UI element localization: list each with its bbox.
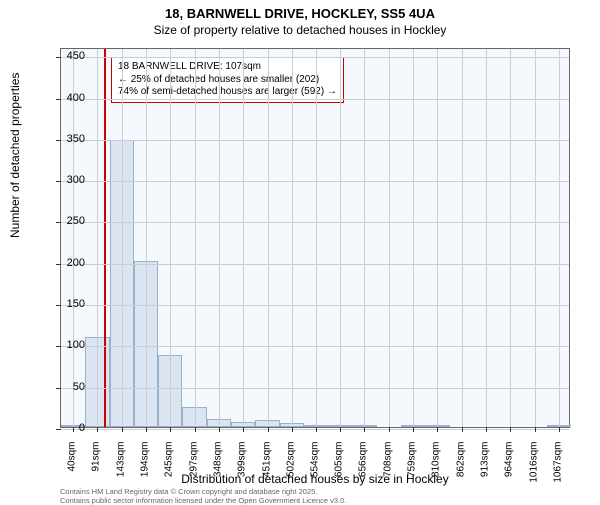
credits-line2: Contains public sector information licen… — [60, 497, 346, 505]
y-tick-label: 150 — [45, 298, 85, 310]
x-tick — [195, 427, 196, 432]
y-tick-label: 0 — [45, 422, 85, 434]
gridline-v — [510, 49, 511, 427]
title-line2: Size of property relative to detached ho… — [0, 21, 600, 37]
x-tick — [462, 427, 463, 432]
y-tick-label: 300 — [45, 174, 85, 186]
x-tick-label: 91sqm — [91, 442, 102, 492]
x-tick-label: 862sqm — [455, 442, 466, 492]
gridline-v — [364, 49, 365, 427]
annotation-line3: 74% of semi-detached houses are larger (… — [118, 86, 337, 99]
gridline-h — [61, 346, 569, 347]
gridline-v — [462, 49, 463, 427]
title-line1: 18, BARNWELL DRIVE, HOCKLEY, SS5 4UA — [0, 0, 600, 21]
x-tick — [389, 427, 390, 432]
gridline-v — [243, 49, 244, 427]
x-tick-label: 143sqm — [115, 442, 126, 492]
x-tick-label: 605sqm — [334, 442, 345, 492]
gridline-v — [195, 49, 196, 427]
x-tick — [340, 427, 341, 432]
x-tick — [316, 427, 317, 432]
x-tick-label: 810sqm — [431, 442, 442, 492]
bars-layer — [61, 49, 569, 427]
gridline-v — [486, 49, 487, 427]
x-tick-label: 399sqm — [236, 442, 247, 492]
gridline-v — [316, 49, 317, 427]
x-tick-label: 348sqm — [212, 442, 223, 492]
y-tick-label: 450 — [45, 50, 85, 62]
x-tick-label: 194sqm — [140, 442, 151, 492]
x-tick-label: 40sqm — [67, 442, 78, 492]
y-tick-label: 50 — [45, 381, 85, 393]
annotation-line2: ← 25% of detached houses are smaller (20… — [118, 74, 337, 87]
gridline-v — [559, 49, 560, 427]
x-tick-label: 964sqm — [504, 442, 515, 492]
x-tick-label: 1067sqm — [552, 442, 563, 492]
y-tick-label: 200 — [45, 257, 85, 269]
x-tick — [292, 427, 293, 432]
gridline-v — [535, 49, 536, 427]
x-tick-label: 297sqm — [188, 442, 199, 492]
x-tick — [413, 427, 414, 432]
x-tick — [146, 427, 147, 432]
x-tick — [559, 427, 560, 432]
gridline-v — [292, 49, 293, 427]
histogram-chart: 18 BARNWELL DRIVE: 107sqm ← 25% of detac… — [60, 48, 570, 428]
x-tick-label: 708sqm — [383, 442, 394, 492]
gridline-h — [61, 305, 569, 306]
x-tick — [535, 427, 536, 432]
x-tick — [97, 427, 98, 432]
y-tick-label: 400 — [45, 92, 85, 104]
x-tick — [243, 427, 244, 432]
gridline-v — [413, 49, 414, 427]
reference-line — [104, 49, 106, 427]
credits: Contains HM Land Registry data © Crown c… — [60, 488, 346, 505]
gridline-h — [61, 181, 569, 182]
x-tick-label: 913sqm — [479, 442, 490, 492]
x-tick — [122, 427, 123, 432]
x-tick-label: 502sqm — [285, 442, 296, 492]
gridline-v — [122, 49, 123, 427]
x-tick — [364, 427, 365, 432]
gridline-v — [340, 49, 341, 427]
gridline-v — [170, 49, 171, 427]
gridline-h — [61, 140, 569, 141]
gridline-h — [61, 99, 569, 100]
y-axis-title: Number of detached properties — [8, 73, 22, 238]
plot-area: 18 BARNWELL DRIVE: 107sqm ← 25% of detac… — [60, 48, 570, 428]
gridline-h — [61, 429, 569, 430]
x-tick — [170, 427, 171, 432]
x-tick — [510, 427, 511, 432]
gridline-h — [61, 388, 569, 389]
x-tick-label: 1016sqm — [528, 442, 539, 492]
x-tick-label: 759sqm — [407, 442, 418, 492]
annotation-line1: 18 BARNWELL DRIVE: 107sqm — [118, 61, 337, 74]
y-tick-label: 100 — [45, 339, 85, 351]
x-tick — [268, 427, 269, 432]
gridline-v — [268, 49, 269, 427]
y-tick-label: 350 — [45, 133, 85, 145]
gridline-v — [219, 49, 220, 427]
x-tick — [437, 427, 438, 432]
gridline-h — [61, 222, 569, 223]
x-tick — [486, 427, 487, 432]
x-tick-label: 245sqm — [164, 442, 175, 492]
x-tick-label: 451sqm — [261, 442, 272, 492]
gridline-v — [437, 49, 438, 427]
y-tick-label: 250 — [45, 215, 85, 227]
x-tick-label: 656sqm — [358, 442, 369, 492]
gridline-v — [97, 49, 98, 427]
gridline-v — [389, 49, 390, 427]
gridline-h — [61, 264, 569, 265]
gridline-v — [73, 49, 74, 427]
x-tick-label: 554sqm — [310, 442, 321, 492]
gridline-v — [146, 49, 147, 427]
x-tick — [219, 427, 220, 432]
gridline-h — [61, 57, 569, 58]
